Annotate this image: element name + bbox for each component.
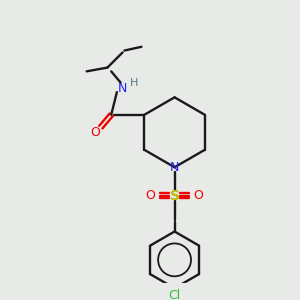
Text: O: O <box>194 189 204 202</box>
Text: O: O <box>90 126 100 139</box>
Text: O: O <box>146 189 155 202</box>
Text: H: H <box>130 78 138 88</box>
Text: Cl: Cl <box>168 289 181 300</box>
Text: S: S <box>169 189 180 202</box>
Text: N: N <box>170 161 179 174</box>
Text: N: N <box>118 82 127 95</box>
